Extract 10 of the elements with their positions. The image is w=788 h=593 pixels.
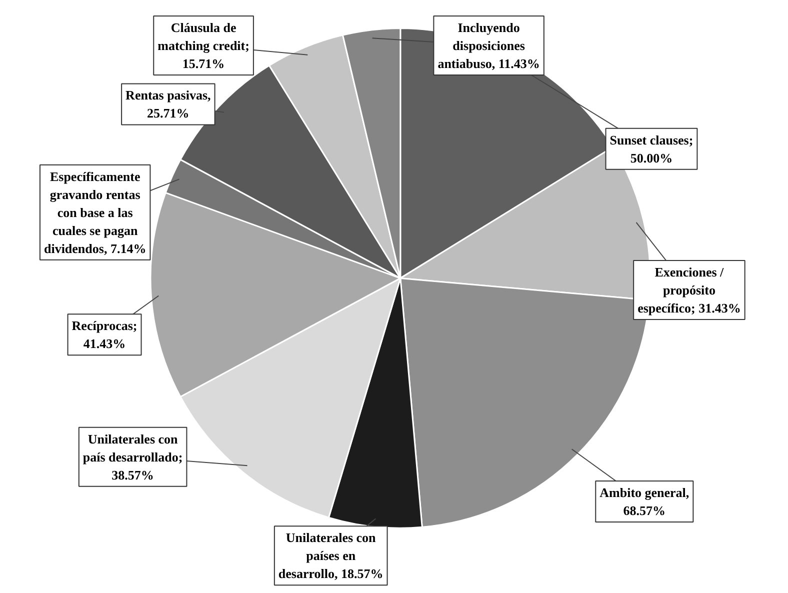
slice-label: Exenciones / propósito específico; 31.43% (638, 264, 741, 316)
slice-label: Incluyendo disposiciones antiabuso, 11.43% (438, 20, 540, 71)
slice-label: Unilaterales con país desarrollado; 38.57% (82, 431, 183, 482)
slice-label: Recíprocas; 41.43% (72, 318, 138, 352)
slice-label: Ambito general, 68.57% (600, 485, 690, 518)
slice-label: Cláusula de matching credit; 15.71% (158, 20, 250, 71)
slice-label: Específicamente gravando rentas con base a las cuales se pagan dividendos, 7.14% (44, 168, 146, 256)
slice-label: Unilaterales con países en desarrollo, 18.57% (278, 530, 384, 582)
slice-label: Sunset clauses; 50.00% (610, 132, 694, 166)
slice-label: Rentas pasivas, 25.71% (126, 88, 211, 121)
